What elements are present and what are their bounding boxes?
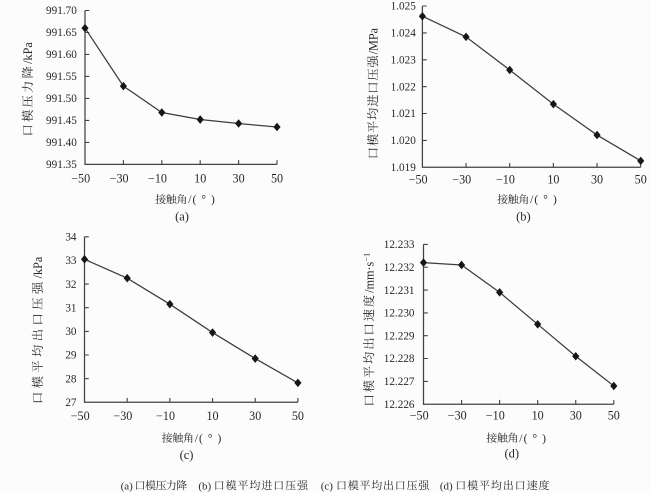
svg-text:29: 29 [65,350,77,362]
svg-text:12.229: 12.229 [384,330,415,342]
svg-text:28: 28 [65,373,77,385]
svg-text:12.228: 12.228 [384,353,415,365]
svg-text:991.65: 991.65 [46,27,77,39]
svg-text:50: 50 [635,172,647,186]
svg-text:/MPa: /MPa [366,27,380,54]
svg-text:33: 33 [65,255,77,267]
svg-text:(a): (a) [121,480,134,492]
svg-text:(a): (a) [175,209,189,223]
svg-text:50: 50 [292,409,304,423]
svg-text:12.232: 12.232 [384,262,415,274]
svg-text:−10: −10 [148,171,167,185]
svg-text:10: 10 [206,409,218,423]
svg-text:991.50: 991.50 [46,93,77,105]
svg-text:/kPa: /kPa [31,256,45,278]
svg-text:−50: −50 [410,409,429,423]
svg-text:(c): (c) [321,480,334,492]
svg-text:(d): (d) [505,447,520,461]
svg-text:−10: −10 [156,409,175,423]
svg-text:12.233: 12.233 [384,239,415,251]
svg-text:991.40: 991.40 [46,137,77,149]
svg-text:(d): (d) [440,480,453,492]
svg-text:1.021: 1.021 [391,108,416,120]
svg-text:30: 30 [249,409,261,423]
svg-text:50: 50 [608,409,620,423]
svg-text:12.230: 12.230 [384,308,415,320]
svg-text:12.231: 12.231 [384,285,415,297]
svg-text:991.60: 991.60 [46,49,77,61]
svg-text:12.226: 12.226 [384,399,415,411]
svg-text:1.025: 1.025 [391,1,417,13]
svg-text:31: 31 [65,302,76,314]
svg-text:(b): (b) [516,209,531,223]
svg-text:991.55: 991.55 [46,71,77,83]
svg-text:1.022: 1.022 [391,81,416,93]
svg-text:/( ° ): /( ° ) [188,194,216,206]
svg-text:−30: −30 [113,409,132,423]
svg-text:−30: −30 [448,409,467,423]
svg-text:991.35: 991.35 [46,159,77,171]
svg-text:1.020: 1.020 [391,135,417,147]
svg-text:10: 10 [547,172,559,186]
svg-text:30: 30 [233,171,245,185]
svg-text:30: 30 [570,409,582,423]
svg-text:−30: −30 [452,172,471,186]
svg-text:−10: −10 [486,409,505,423]
svg-text:10: 10 [532,409,544,423]
svg-text:/( ° ): /( ° ) [519,433,547,445]
svg-text:27: 27 [65,397,77,409]
svg-text:30: 30 [65,326,77,338]
svg-text:−50: −50 [409,172,428,186]
svg-text:30: 30 [591,172,603,186]
svg-text:−10: −10 [496,172,515,186]
svg-text:34: 34 [65,232,77,244]
svg-text:10: 10 [194,171,206,185]
svg-text:/( ° ): /( ° ) [195,433,223,445]
svg-text:32: 32 [65,279,76,291]
svg-text:50: 50 [271,171,283,185]
svg-text:1.023: 1.023 [391,55,417,67]
svg-text:12.227: 12.227 [384,376,415,388]
svg-text:/( ° ): /( ° ) [530,194,558,206]
svg-text:1.019: 1.019 [391,162,417,174]
svg-text:−30: −30 [110,171,129,185]
svg-text:/kPa: /kPa [21,42,35,64]
svg-text:991.45: 991.45 [46,115,77,127]
svg-text:/mm·s−1: /mm·s−1 [361,253,376,293]
svg-text:(b): (b) [198,480,211,492]
svg-text:991.70: 991.70 [46,5,77,17]
svg-text:(c): (c) [180,448,194,462]
svg-text:−50: −50 [71,409,90,423]
svg-text:1.024: 1.024 [391,28,417,40]
svg-text:−50: −50 [71,171,90,185]
